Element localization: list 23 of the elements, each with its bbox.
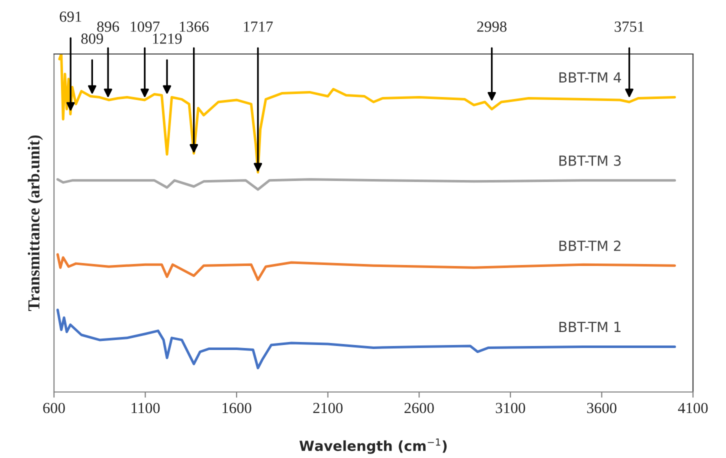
x-tick-label: 2600 [404, 402, 434, 414]
annotation: 3751 [614, 22, 644, 32]
x-tick-label: 1600 [222, 402, 252, 414]
series-label: BBT-TM 1 [559, 322, 621, 332]
x-tick-label: 600 [43, 402, 65, 414]
series-label: BBT-TM 4 [559, 72, 622, 83]
x-tick-label: 3100 [496, 402, 526, 414]
annotation: 691 [60, 12, 82, 22]
annotation: 1717 [244, 22, 273, 32]
x-tick-label: 1100 [132, 402, 160, 414]
x-tick-label: 3600 [587, 402, 616, 414]
x-tick-label: 4100 [678, 402, 708, 414]
series-label: BBT-TM 3 [559, 155, 621, 166]
y-axis-title: Transmittance (arb.unit) [28, 135, 43, 312]
annotation: 1366 [180, 22, 209, 32]
x-tick-label: 2100 [313, 402, 343, 414]
annotation: 896 [97, 22, 120, 32]
annotation: 2998 [477, 22, 506, 32]
annotation: 809 [81, 34, 103, 44]
annotation: 1219 [153, 34, 182, 44]
annotation: 1097 [130, 22, 160, 32]
series-label: BBT-TM 2 [559, 240, 620, 251]
x-axis-title: Wavelength (cm$^{−1}$) [299, 438, 447, 454]
